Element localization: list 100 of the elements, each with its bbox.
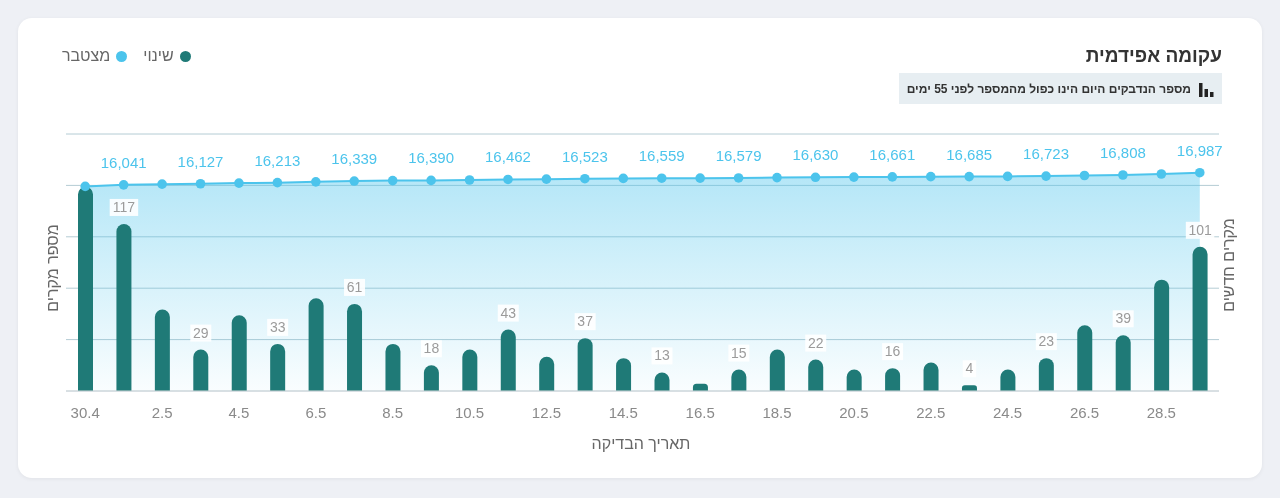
data-label: 61 — [346, 278, 363, 295]
y2-axis-title: מקרים חדשים — [1220, 218, 1238, 312]
data-label: 117 — [112, 198, 136, 215]
data-label: 15 — [731, 344, 747, 361]
data-label: 16,462 — [485, 148, 531, 166]
bar — [462, 349, 478, 391]
bar — [270, 343, 286, 391]
data-label: 39 — [1115, 310, 1132, 327]
point — [810, 172, 821, 183]
x-tick-label: 24.5 — [993, 403, 1023, 421]
data-label: 16,685 — [946, 145, 993, 163]
point — [580, 173, 590, 184]
chart-subtitle: מספר הנדבקים היום הינו כפול מהמספר לפני 55 ימים — [906, 81, 1191, 96]
bar — [154, 309, 170, 391]
x-axis-title: תאריך הבדיקה — [591, 435, 691, 453]
point — [234, 178, 244, 188]
data-label: 13 — [654, 347, 670, 364]
x-tick-label: 26.5 — [1069, 403, 1100, 421]
bar — [231, 315, 247, 391]
bar — [616, 358, 632, 391]
bar — [500, 329, 516, 391]
data-label: 16,630 — [792, 146, 839, 164]
x-tick-label: 6.5 — [305, 403, 327, 421]
y-axis-title: מספר מקרים — [44, 224, 62, 312]
x-tick-label: 18.5 — [762, 403, 792, 421]
point — [541, 174, 552, 184]
x-tick-label: 14.5 — [608, 403, 638, 421]
data-label: 101 — [1188, 221, 1212, 238]
point — [464, 175, 475, 185]
point — [1118, 170, 1128, 180]
point — [195, 178, 206, 189]
bar — [1038, 358, 1054, 391]
data-label: 4 — [965, 360, 974, 377]
point — [1002, 171, 1013, 182]
bar — [539, 356, 555, 391]
point — [387, 175, 398, 186]
data-label: 16,559 — [638, 147, 685, 165]
data-label: 18 — [423, 340, 440, 357]
bar — [1192, 246, 1208, 391]
x-tick-label: 22.5 — [916, 403, 946, 421]
point — [426, 175, 436, 186]
x-tick-label: 28.5 — [1146, 403, 1176, 421]
data-label: 16,339 — [331, 150, 378, 168]
point — [349, 176, 360, 186]
bar — [923, 362, 939, 391]
data-label: 43 — [500, 304, 517, 321]
bar — [385, 343, 401, 391]
point — [887, 172, 898, 182]
point — [118, 180, 129, 190]
legend-label: מצטבר — [62, 47, 111, 65]
point — [1194, 167, 1205, 178]
point — [1079, 170, 1090, 181]
data-label: 16,127 — [177, 152, 224, 170]
bar — [78, 186, 93, 391]
x-tick-label: 4.5 — [228, 403, 250, 421]
x-tick-label: 8.5 — [382, 403, 404, 421]
data-label: 16,390 — [408, 149, 455, 167]
data-label: 16 — [884, 343, 901, 360]
bar — [769, 349, 785, 391]
data-label: 33 — [269, 318, 286, 335]
data-label: 16,808 — [1099, 144, 1146, 162]
point — [80, 181, 91, 192]
data-label: 16,723 — [1023, 145, 1069, 163]
legend-label: שינוי — [143, 47, 174, 65]
point — [311, 177, 321, 187]
bar — [1154, 279, 1170, 391]
x-tick-label: 2.5 — [151, 403, 173, 421]
point — [964, 171, 974, 182]
chart-title: עקומה אפידמית — [1085, 45, 1222, 67]
bar — [577, 338, 593, 391]
data-label: 16,579 — [715, 146, 762, 164]
data-label: 16,661 — [869, 145, 916, 163]
point — [157, 179, 167, 189]
x-tick-label: 12.5 — [531, 403, 562, 421]
data-label: 16,987 — [1176, 141, 1223, 159]
point — [695, 173, 705, 183]
bar — [808, 359, 824, 391]
point — [656, 173, 667, 184]
point — [503, 174, 513, 185]
bar — [193, 349, 209, 391]
data-label: 29 — [193, 324, 209, 341]
x-tick-label: 10.5 — [454, 403, 485, 421]
data-label: 22 — [807, 334, 824, 351]
point — [1041, 171, 1051, 181]
x-tick-label: 16.5 — [685, 403, 715, 421]
point — [925, 171, 936, 182]
bar — [1115, 335, 1131, 391]
data-label: 16,523 — [561, 147, 608, 165]
bar — [347, 303, 363, 391]
data-label: 23 — [1038, 333, 1055, 350]
x-tick-label: 30.4 — [70, 403, 100, 421]
data-label: 16,213 — [254, 151, 301, 169]
point — [849, 172, 859, 182]
x-tick-label: 20.5 — [839, 403, 869, 421]
point — [272, 177, 283, 188]
bar — [1077, 325, 1093, 391]
point — [1156, 169, 1167, 179]
point — [618, 173, 629, 184]
point — [772, 172, 782, 183]
data-label: 37 — [577, 313, 594, 330]
